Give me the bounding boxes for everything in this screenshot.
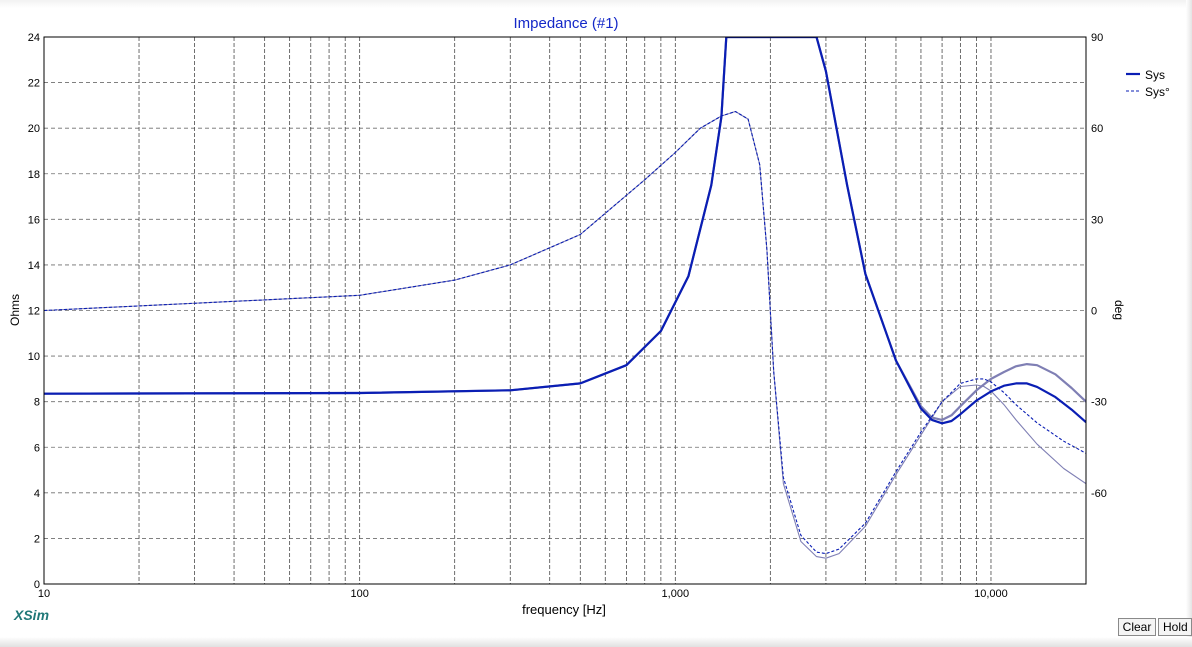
y-tick-label: 22 — [28, 78, 40, 90]
window-top-edge — [0, 0, 1192, 8]
series-layer — [44, 37, 1086, 559]
y-tick-label: 18 — [28, 169, 40, 181]
y-tick-label: 10 — [28, 351, 40, 363]
y-tick-label: 8 — [34, 397, 40, 409]
x-tick-label: 10,000 — [974, 588, 1008, 600]
hold-button[interactable]: Hold — [1158, 618, 1192, 636]
y2-tick-label: -30 — [1091, 397, 1107, 409]
x-tick-label: 1,000 — [662, 588, 690, 600]
window-bottom-edge — [0, 637, 1192, 647]
x-axis-label: frequency [Hz] — [522, 602, 606, 617]
y-tick-label: 2 — [34, 533, 40, 545]
y-tick-label: 4 — [34, 488, 40, 500]
x-tick-label: 10 — [38, 588, 50, 600]
plot-border — [43, 36, 1087, 585]
y-tick-label: 6 — [34, 442, 40, 454]
y2-tick-label: 90 — [1091, 32, 1103, 44]
y-tick-label: 12 — [28, 306, 40, 318]
grid-lines — [44, 37, 1086, 584]
x-tick-label: 100 — [350, 588, 368, 600]
legend-sys-label: Sys — [1145, 68, 1165, 82]
legend: Sys Sys° — [1126, 68, 1170, 99]
y2-tick-label: 30 — [1091, 214, 1103, 226]
legend-sys-phase-label: Sys° — [1145, 85, 1170, 99]
window-right-edge — [1186, 0, 1192, 647]
y-tick-label: 24 — [28, 32, 40, 44]
chart-title: Impedance (#1) — [513, 15, 618, 32]
y2-tick-label: -60 — [1091, 488, 1107, 500]
y-tick-label: 16 — [28, 214, 40, 226]
y2-tick-label: 0 — [1091, 306, 1097, 318]
sys-phase-line — [44, 110, 1086, 555]
y-tick-label: 20 — [28, 123, 40, 135]
sys-impedance-line — [44, 37, 1086, 425]
y2-axis-label: deg — [1112, 300, 1126, 320]
xsim-logo: XSim — [13, 607, 49, 623]
y-tick-label: 14 — [28, 260, 40, 272]
y-tick-label: 0 — [34, 579, 40, 591]
y-axis-label: Ohms — [8, 294, 22, 326]
y2-tick-label: 60 — [1091, 123, 1103, 135]
clear-button[interactable]: Clear — [1118, 618, 1156, 636]
